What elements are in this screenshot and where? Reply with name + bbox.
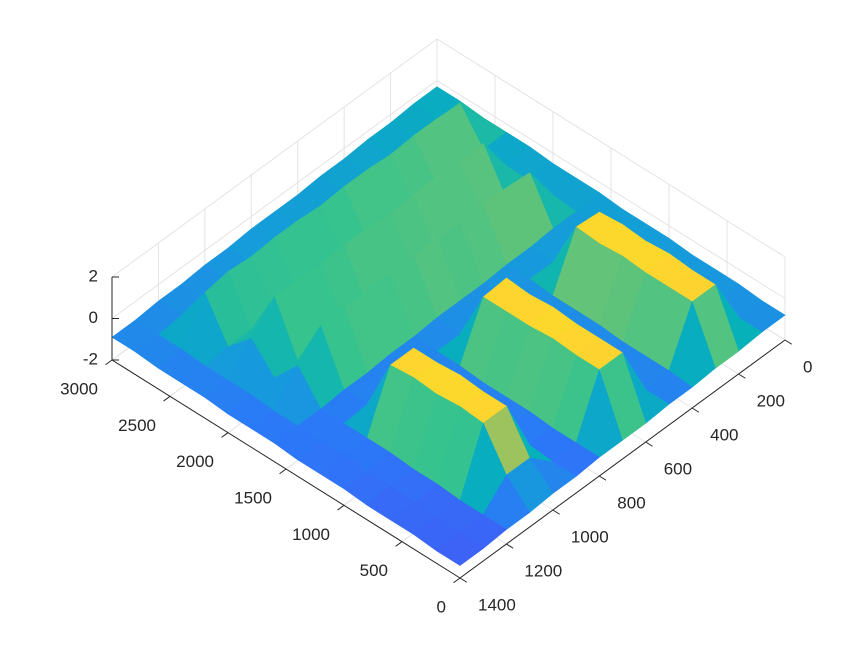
grid-line bbox=[111, 80, 438, 319]
x-tick-label: 1000 bbox=[571, 527, 609, 546]
y-tick-label: 2500 bbox=[118, 416, 156, 435]
x-tick bbox=[691, 407, 700, 413]
z-tick-label: 0 bbox=[89, 308, 98, 327]
x-tick-label: 1400 bbox=[478, 595, 516, 614]
y-tick-label: 500 bbox=[360, 561, 388, 580]
grid-line bbox=[111, 38, 438, 278]
x-tick-label: 400 bbox=[710, 425, 738, 444]
x-tick bbox=[784, 339, 793, 345]
y-tick bbox=[395, 541, 403, 547]
y-tick bbox=[337, 504, 345, 511]
y-tick bbox=[221, 432, 229, 438]
grid-line bbox=[436, 80, 786, 299]
x-tick-label: 0 bbox=[803, 357, 812, 376]
y-tick-label: 1500 bbox=[234, 488, 272, 507]
grid-line bbox=[436, 38, 786, 258]
y-tick bbox=[105, 359, 113, 366]
y-tick-label: 0 bbox=[437, 597, 446, 616]
z-tick-label: -2 bbox=[83, 349, 98, 368]
x-tick bbox=[645, 441, 653, 447]
x-tick bbox=[506, 543, 514, 549]
y-tick-label: 3000 bbox=[60, 379, 98, 398]
x-axis bbox=[459, 339, 786, 579]
x-tick bbox=[599, 475, 607, 481]
x-tick-label: 600 bbox=[664, 459, 692, 478]
surface-patch bbox=[436, 531, 484, 566]
x-tick bbox=[738, 373, 746, 379]
x-tick bbox=[459, 577, 468, 583]
y-tick bbox=[453, 577, 461, 584]
x-tick-label: 1200 bbox=[524, 561, 562, 580]
x-tick-label: 200 bbox=[757, 391, 785, 410]
y-tick-label: 2000 bbox=[176, 452, 214, 471]
y-tick bbox=[163, 395, 171, 402]
x-tick-label: 800 bbox=[617, 493, 645, 512]
z-tick-label: 2 bbox=[89, 266, 98, 285]
y-tick bbox=[279, 468, 287, 475]
x-tick bbox=[552, 509, 560, 515]
y-tick-label: 1000 bbox=[292, 525, 330, 544]
